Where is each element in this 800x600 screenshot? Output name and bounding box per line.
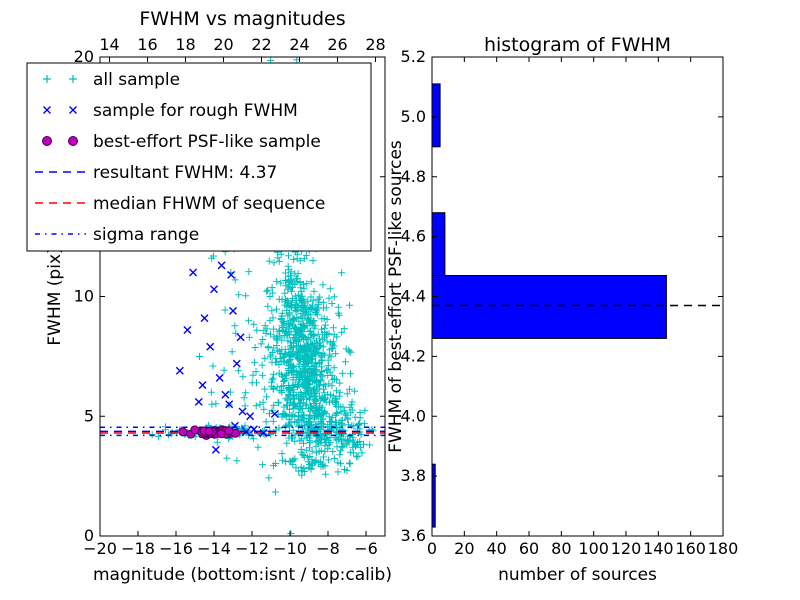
legend: all sample sample for rough FWHM best-effo… <box>26 62 372 252</box>
left-x-bottom-tick-label: −16 <box>159 539 193 558</box>
legend-entry-label: sigma range <box>93 225 199 245</box>
psf-like-point <box>178 427 188 437</box>
right-y-tick-label: 4.4 <box>401 287 426 306</box>
right-y-tick-label: 4.2 <box>401 346 426 365</box>
right-y-tick-label: 3.8 <box>401 466 426 485</box>
right-x-tick-label: 40 <box>486 539 506 558</box>
right-plot-title: histogram of FWHM <box>484 34 671 56</box>
right-x-tick-label: 60 <box>519 539 539 558</box>
right-y-tick-label: 5.2 <box>401 47 426 66</box>
histogram-bar <box>432 83 441 148</box>
right-x-tick-label: 0 <box>427 539 437 558</box>
legend-x-marker-icon <box>43 106 51 114</box>
left-x-top-tick-label: 14 <box>99 35 119 54</box>
psf-like-point <box>224 426 234 436</box>
left-x-top-tick-label: 18 <box>175 35 195 54</box>
left-y-tick-label: 0 <box>84 526 94 545</box>
right-x-tick-label: 140 <box>643 539 674 558</box>
legend-plus-marker-icon <box>69 75 77 83</box>
left-plot-title: FWHM vs magnitudes <box>139 8 345 30</box>
right-x-tick-label: 160 <box>675 539 706 558</box>
left-x-bottom-tick-label: −14 <box>197 539 231 558</box>
psf-like-point <box>204 426 214 436</box>
left-x-top-tick-label: 16 <box>137 35 157 54</box>
legend-entry-label: best-effort PSF-like sample <box>93 132 321 152</box>
left-x-bottom-tick-label: −8 <box>316 539 340 558</box>
left-x-bottom-tick-label: −18 <box>121 539 155 558</box>
left-plot-data <box>100 57 385 536</box>
right-x-tick-label: 120 <box>611 539 642 558</box>
legend-box <box>26 62 372 252</box>
left-plot-ylabel: FWHM (pix) <box>45 247 65 345</box>
left-plot-xlabel: magnitude (bottom:isnt / top:calib) <box>93 565 392 585</box>
right-y-tick-label: 5.0 <box>401 107 426 126</box>
right-y-tick-label: 4.0 <box>401 406 426 425</box>
psf-like-point <box>190 425 200 435</box>
left-x-bottom-tick-label: −12 <box>235 539 269 558</box>
right-y-tick-label: 3.6 <box>401 526 426 545</box>
left-x-top-tick-label: 26 <box>327 35 347 54</box>
right-x-tick-label: 80 <box>551 539 571 558</box>
legend-entry-label: resultant FWHM: 4.37 <box>93 163 277 183</box>
right-plot: 0 20 40 60 80 100 120 140 160 180 3.6 3.8 4.0 4.2 4.4 4… <box>386 34 738 585</box>
right-y-tick-label: 4.8 <box>401 167 426 186</box>
legend-plus-marker-icon <box>43 75 51 83</box>
psf-like-point <box>216 429 226 439</box>
left-x-bottom-tick-label: −6 <box>354 539 378 558</box>
right-plot-ylabel: FWHM of best-effort PSF-like sources <box>386 140 406 453</box>
left-y-tick-label: 20 <box>74 47 94 66</box>
right-plot-data <box>432 83 723 528</box>
histogram-bar <box>432 275 667 339</box>
left-x-top-tick-label: 20 <box>213 35 233 54</box>
legend-circle-marker-icon <box>68 136 78 146</box>
left-x-top-tick-label: 22 <box>251 35 271 54</box>
legend-circle-marker-icon <box>42 136 52 146</box>
legend-entry-label: all sample <box>93 70 180 90</box>
histogram-bar <box>432 212 446 277</box>
left-x-top-tick-label: 24 <box>289 35 309 54</box>
histogram-bar <box>432 463 436 528</box>
legend-x-marker-icon <box>69 106 77 114</box>
right-x-tick-label: 20 <box>454 539 474 558</box>
left-x-bottom-tick-label: −20 <box>83 539 117 558</box>
right-plot-xlabel: number of sources <box>498 565 657 585</box>
left-x-top-tick-label: 28 <box>365 35 385 54</box>
right-x-tick-label: 100 <box>578 539 609 558</box>
right-x-tick-label: 180 <box>708 539 739 558</box>
left-x-bottom-tick-label: −10 <box>273 539 307 558</box>
all-sample-scatter <box>148 57 377 536</box>
right-y-tick-label: 4.6 <box>401 227 426 246</box>
legend-entry-label: median FHWM of sequence <box>93 194 325 214</box>
left-y-tick-label: 10 <box>74 287 94 306</box>
legend-entry-label: sample for rough FWHM <box>93 101 298 121</box>
left-y-tick-label: 5 <box>84 406 94 425</box>
